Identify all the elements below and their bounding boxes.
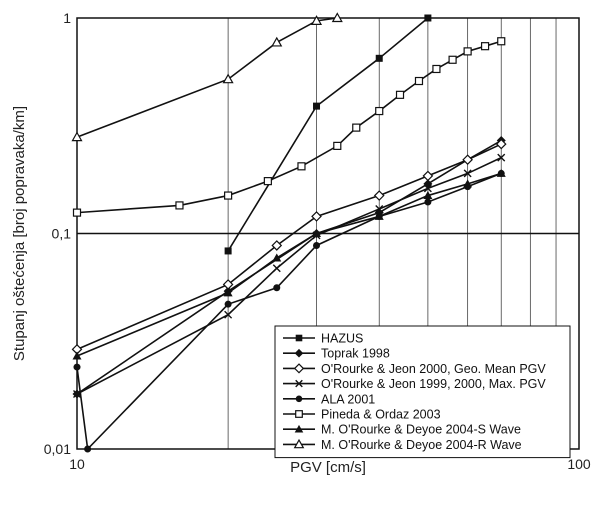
x-axis-label: PGV [cm/s] [290,459,366,476]
data-point [375,204,384,213]
legend-item: M. O'Rourke & Deyoe 2004-R Wave [283,438,522,452]
data-point [263,177,272,186]
data-point [423,184,432,193]
legend-item: O'Rourke & Jeon 1999, 2000, Max. PGV [283,377,546,391]
legend-item: M. O'Rourke & Deyoe 2004-S Wave [283,423,521,437]
data-point [310,15,323,25]
data-point [375,54,383,62]
data-point [313,102,321,110]
y-tick-label: 1 [63,10,71,26]
data-point [424,14,432,22]
legend-label: HAZUS [321,332,363,346]
data-point [423,191,433,200]
data-point [331,12,343,23]
legend-label: ALA 2001 [321,392,375,406]
series-7 [72,168,506,360]
legend-label: M. O'Rourke & Deyoe 2004-S Wave [321,423,521,437]
data-point [373,190,385,201]
series-4 [73,153,506,398]
grid [77,18,579,449]
data-point [72,351,82,360]
data-point [222,73,234,84]
data-point [273,284,281,292]
data-point [311,211,322,222]
data-point [73,363,81,371]
legend-label: O'Rourke & Jeon 1999, 2000, Max. PGV [321,377,546,391]
data-point [375,106,384,116]
legend-item: HAZUS [283,332,363,346]
data-point [271,240,283,251]
series-8 [71,12,343,142]
data-point [71,131,83,142]
data-point [497,37,506,46]
legend-item: Pineda & Ordaz 2003 [283,408,441,422]
legend-label: Toprak 1998 [321,347,390,361]
series-line [227,17,429,252]
data-point [73,389,81,398]
data-point [395,90,405,99]
data-point [272,264,281,273]
data-point [462,154,473,166]
series-line [76,143,502,351]
data-point [224,191,233,200]
data-point [352,123,361,132]
legend-marker [295,334,303,342]
legend-marker [295,410,303,418]
legend-label: Pineda & Ordaz 2003 [321,408,441,422]
series-1 [224,14,432,255]
x-tick-label: 10 [69,456,85,472]
legend-item: O'Rourke & Jeon 2000, Geo. Mean PGV [283,362,546,376]
data-point [224,310,233,319]
legend-item: Toprak 1998 [283,347,390,361]
data-point [480,42,490,51]
legend-marker [294,424,304,433]
legend-marker [294,348,304,358]
legend-label: M. O'Rourke & Deyoe 2004-R Wave [321,438,522,452]
data-point [224,247,232,255]
data-point [496,168,506,177]
data-point [463,169,472,178]
y-tick-label: 0,01 [44,441,71,457]
legend-marker [295,395,303,403]
data-point [463,179,473,188]
y-axis-label: Stupanj oštećenja [broj popravaka/km] [11,106,28,361]
legend-item: ALA 2001 [283,392,375,406]
data-point [223,288,233,297]
tick-labels: 0,01 0,1 1 10 100 [44,10,591,472]
legend-marker [295,379,303,388]
legend-marker [293,438,305,449]
data-point [497,153,506,162]
data-point [272,253,282,262]
data-point [271,36,283,47]
data-point [422,170,434,182]
legend-label: O'Rourke & Jeon 2000, Geo. Mean PGV [321,362,546,376]
data-point [424,198,432,206]
series-line [76,172,502,357]
data-point [414,76,424,86]
legend-box [274,325,571,459]
data-point [175,201,184,210]
data-point [374,211,384,220]
data-point [224,300,232,308]
series-line [76,17,338,138]
data-point [313,241,321,249]
data-point [72,208,82,217]
legend-marker [293,363,305,374]
data-point [463,47,472,56]
data-point [312,229,322,237]
data-point [333,141,342,150]
data-point [448,55,457,64]
data-point [495,138,507,150]
series-3 [71,138,507,355]
series-line [76,156,502,395]
series-6 [72,37,506,217]
data-point [84,445,92,453]
data-point [432,64,441,74]
y-tick-label: 0,1 [52,226,72,242]
x-tick-label: 100 [567,456,591,472]
series-layer [71,12,507,453]
data-point [297,162,306,171]
